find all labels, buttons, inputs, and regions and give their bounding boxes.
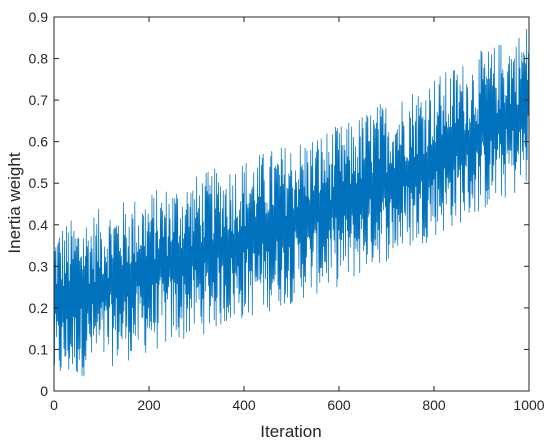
y-tick-label-4: 0.4 [29, 217, 49, 233]
y-tick-label-7: 0.7 [29, 92, 49, 108]
y-tick-label-6: 0.6 [29, 134, 49, 150]
axes-box [53, 16, 530, 392]
y-tick-label-5: 0.5 [29, 175, 49, 191]
y-tick-label-1: 0.1 [29, 341, 49, 357]
y-tick-label-8: 0.8 [29, 51, 49, 67]
x-axis-label: Iteration [260, 422, 321, 441]
y-tick-label-2: 0.2 [29, 300, 49, 316]
x-tick-label-2: 400 [232, 397, 256, 413]
x-tick-label-0: 0 [50, 397, 58, 413]
y-tick-label-3: 0.3 [29, 258, 49, 274]
series-line-0 [53, 28, 530, 377]
x-tick-label-1: 200 [137, 397, 161, 413]
y-axis-label: Inertia weight [5, 152, 24, 253]
x-tick-label-3: 600 [327, 397, 351, 413]
x-tick-label-4: 800 [422, 397, 446, 413]
plot-area [53, 28, 530, 377]
y-tick-label-0: 0 [40, 383, 48, 399]
axes: 0 200 400 600 800 1000 0 0.1 0.2 0.3 0.4 0.5 0.6 0.7 0… [29, 9, 545, 413]
y-tick-label-9: 0.9 [29, 9, 49, 25]
x-tick-label-5: 1000 [513, 397, 544, 413]
